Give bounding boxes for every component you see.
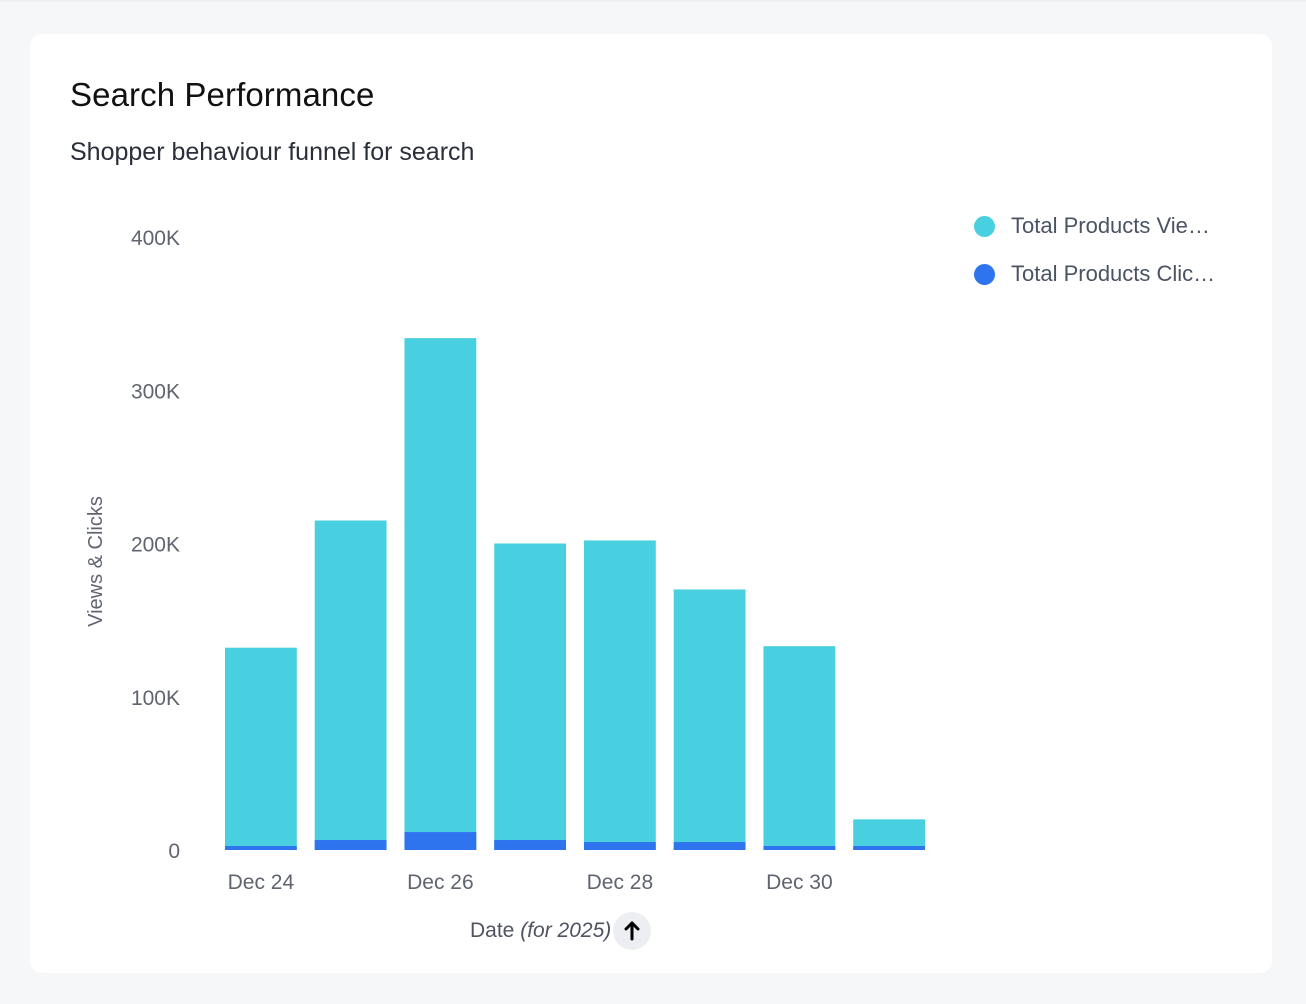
bar-clicks-dec-27[interactable] [494,840,567,850]
card-title: Search Performance [70,76,375,113]
legend-dot-clicks [974,263,995,285]
bar-clicks-dec-26[interactable] [404,832,477,850]
legend-item-clicks[interactable]: Total Products Clic… [974,250,1215,298]
card-subtitle: Shopper behaviour funnel for search [70,138,475,166]
top-strip [0,0,1306,2]
legend-label-clicks: Total Products Clic… [1011,261,1216,286]
sort-button[interactable] [613,912,652,950]
x-tick-label: Dec 24 [228,871,295,894]
bar-views-dec-27[interactable] [494,543,567,851]
bar-clicks-dec-29[interactable] [673,842,746,850]
bar-clicks-dec-25[interactable] [314,840,387,850]
bar-views-dec-24[interactable] [224,647,297,850]
bar-views-dec-30[interactable] [763,646,836,850]
arrow-up-icon [624,921,640,941]
bar-views-dec-26[interactable] [404,338,477,850]
bar-views-dec-25[interactable] [314,520,387,850]
bar-clicks-dec-24[interactable] [224,846,297,850]
x-axis-title-main: Date [470,919,515,942]
legend-dot-views [974,215,995,237]
bar-clicks-dec-28[interactable] [583,842,656,850]
legend-label-views: Total Products Vie… [1011,213,1210,238]
y-tick-label: 300K [131,380,180,403]
y-axis-title: Views & Clicks [85,496,107,627]
bar-clicks-dec-31[interactable] [853,846,926,850]
y-tick-label: 100K [131,687,180,710]
x-axis-title-suffix: (for 2025) [520,919,612,942]
bar-views-dec-31[interactable] [853,819,926,850]
x-tick-label: Dec 26 [407,871,474,894]
bar-clicks-dec-30[interactable] [763,846,836,850]
chart-legend: Total Products Vie… Total Products Clic… [974,202,1215,298]
y-tick-label: 400K [131,227,180,250]
y-tick-label: 200K [131,534,180,557]
x-axis-title: Date (for 2025) [470,912,652,950]
bar-views-dec-28[interactable] [583,540,656,850]
legend-item-views[interactable]: Total Products Vie… [974,202,1215,250]
y-tick-label: 0 [168,840,180,863]
bar-views-dec-29[interactable] [673,589,746,850]
x-tick-label: Dec 30 [766,871,833,894]
x-tick-label: Dec 28 [587,871,654,894]
